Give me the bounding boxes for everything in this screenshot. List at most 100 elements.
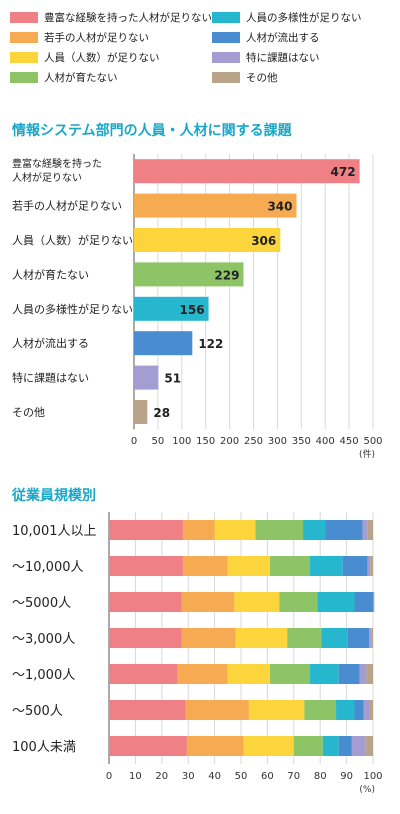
category-label: 豊富な経験を持った — [12, 157, 102, 170]
category-label: 人員の多様性が足りない — [12, 302, 133, 316]
category-label: 100人未満 — [12, 740, 76, 755]
legend-label: その他 — [246, 71, 278, 84]
legend-item: 人材が育たない — [10, 70, 118, 84]
bar-segment — [214, 520, 256, 540]
x-axis-unit: (件) — [359, 448, 375, 460]
category-label: 特に課題はない — [12, 371, 89, 385]
x-tick-label: 0 — [106, 771, 112, 782]
bar-segment — [359, 664, 367, 684]
bar — [134, 400, 148, 424]
data-label: 229 — [214, 268, 239, 282]
data-label: 472 — [331, 165, 356, 179]
x-tick-label: 450 — [340, 436, 359, 447]
x-tick-label: 350 — [292, 436, 311, 447]
bar-segment — [363, 700, 370, 720]
legend-item: 若手の人材が足りない — [10, 30, 149, 44]
bar-segment — [317, 592, 355, 612]
legend-label: 人員（人数）が足りない — [44, 51, 160, 64]
x-tick-label: 80 — [314, 771, 327, 782]
bar-segment — [279, 592, 318, 612]
category-label: 人材が育たない — [12, 267, 89, 281]
bar — [134, 262, 244, 287]
x-tick-label: 150 — [196, 436, 215, 447]
bar-segment — [181, 592, 235, 612]
legend-swatch — [10, 11, 38, 23]
legend-swatch — [212, 71, 240, 83]
issues-bar-chart: 0 50 100 150 200 250 300 350 400 450 500(件) 豊富な経験を持… — [12, 154, 383, 460]
bar — [134, 193, 297, 218]
bar-segment — [351, 736, 366, 756]
bar-segment — [109, 556, 183, 576]
category-label: 〜1,000人 — [12, 668, 75, 683]
legend-swatch — [10, 31, 38, 43]
category-label: 若手の人材が足りない — [12, 199, 122, 213]
category-label: 〜3,000人 — [12, 632, 75, 647]
x-tick-label: 0 — [131, 436, 137, 447]
x-tick-label: 50 — [235, 771, 248, 782]
data-label: 51 — [164, 372, 181, 386]
bar-segment — [373, 592, 375, 612]
bar-segment — [182, 556, 228, 576]
bar-segment — [109, 520, 183, 540]
bar-segment — [109, 592, 182, 612]
bar-segment — [270, 664, 310, 684]
bar-segment — [177, 664, 228, 684]
bar-segment — [181, 628, 236, 648]
x-tick-label: 60 — [261, 771, 274, 782]
category-label: 〜10,000人 — [12, 560, 84, 575]
data-label: 122 — [198, 337, 223, 351]
legend: 豊富な経験を持った人材が足りない 若手の人材が足りない 人員（人数）が足りない … — [0, 0, 400, 86]
x-tick-label: 10 — [129, 771, 142, 782]
bar — [134, 159, 360, 184]
bar-segment — [369, 628, 372, 648]
category-label: 〜500人 — [12, 704, 63, 719]
legend-item: 人員の多様性が足りない — [212, 10, 362, 24]
x-tick-label: 40 — [208, 771, 221, 782]
x-axis-unit: (%) — [359, 785, 375, 795]
legend-swatch — [10, 51, 38, 63]
legend-label: 人員の多様性が足りない — [246, 11, 362, 24]
bar-segment — [293, 736, 323, 756]
category-label: その他 — [12, 406, 45, 419]
legend-label: 若手の人材が足りない — [44, 31, 149, 44]
bar-segment — [322, 736, 339, 756]
bar-segment — [109, 736, 187, 756]
bar-segment — [371, 628, 373, 648]
legend-item: 人員（人数）が足りない — [10, 50, 160, 64]
x-tick-label: 100 — [172, 436, 191, 447]
bar — [134, 365, 159, 390]
legend-swatch — [212, 31, 240, 43]
bar-segment — [369, 700, 373, 720]
bar — [134, 228, 281, 252]
x-tick-label: 70 — [287, 771, 300, 782]
bar-segment — [309, 556, 343, 576]
x-tick-label: 200 — [220, 436, 239, 447]
legend-item: 特に課題はない — [212, 50, 320, 64]
bar-segment — [227, 664, 271, 684]
bar-segment — [338, 664, 360, 684]
bar-segment — [109, 628, 182, 648]
data-label: 306 — [251, 234, 276, 248]
chart-title-issues: 情報システム部門の人員・人材に関する課題 — [12, 123, 292, 139]
bar-segment — [109, 700, 186, 720]
bar-segment — [354, 700, 364, 720]
category-label: 10,001人以上 — [12, 524, 97, 539]
bar-segment — [185, 700, 249, 720]
bar-segment — [370, 556, 373, 576]
bar-segment — [354, 592, 373, 612]
legend-label: 人材が育たない — [44, 71, 118, 84]
legend-swatch — [10, 71, 38, 83]
category-label: 〜5000人 — [12, 596, 71, 611]
legend-label: 人材が流出する — [246, 31, 320, 44]
category-label: 人員（人数）が足りない — [12, 233, 133, 247]
bar-segment — [321, 628, 348, 648]
employee-size-stacked-chart: 0 10 20 30 40 50 60 70 80 90 100 (%) 10,001人以上〜10,00… — [12, 512, 383, 795]
bar-segment — [235, 628, 288, 648]
bar-segment — [234, 592, 280, 612]
bar-segment — [248, 700, 305, 720]
bar-segment — [366, 664, 373, 684]
legend-item: その他 — [212, 70, 278, 84]
bar-segment — [186, 736, 244, 756]
bar — [134, 331, 193, 356]
legend-swatch — [212, 51, 240, 63]
